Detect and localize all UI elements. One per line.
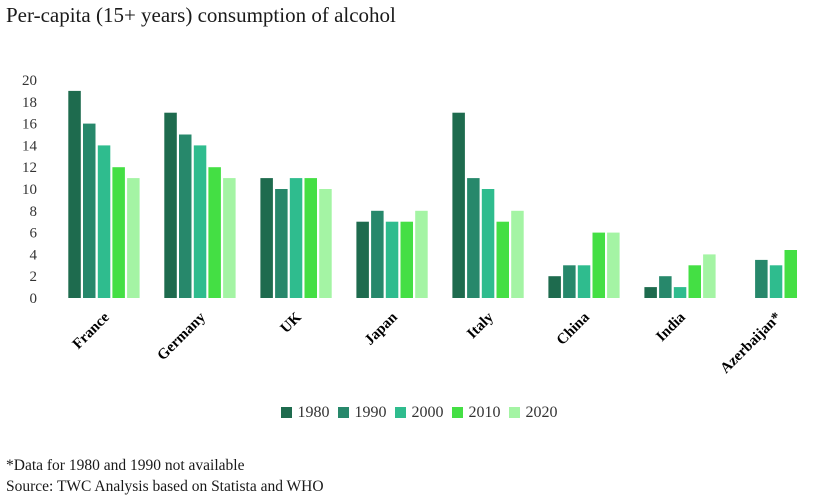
x-category-label: India [653, 309, 689, 345]
x-category-label: France [70, 309, 113, 352]
y-tick-label: 18 [22, 95, 37, 111]
bar-2000-4 [481, 189, 495, 298]
bar-1990-1 [179, 134, 192, 298]
y-tick-label: 20 [22, 73, 37, 89]
y-tick-label: 2 [30, 269, 38, 285]
y-tick-label: 14 [22, 138, 38, 154]
legend-label: 1990 [354, 404, 387, 421]
bar-2000-3 [385, 221, 399, 298]
bar-2000-7 [769, 265, 783, 298]
legend-item-1990: 1990 [337, 404, 387, 422]
bar-2010-6 [688, 265, 701, 298]
legend-swatch [394, 407, 406, 418]
y-tick-label: 16 [22, 117, 38, 133]
bar-1990-0 [83, 123, 96, 298]
bar-1990-6 [659, 276, 672, 298]
legend-swatch [451, 407, 463, 418]
bar-2000-2 [289, 178, 303, 298]
y-tick-label: 4 [30, 247, 38, 263]
bar-2020-0 [127, 178, 140, 298]
bar-2010-2 [304, 178, 317, 298]
bar-2020-6 [703, 254, 716, 298]
bar-chart: 0 2 4 6 8 10 12 14 16 18 20 France Germany UK Japan It… [22, 73, 797, 377]
bar-2010-1 [208, 167, 221, 298]
x-category-label: Japan [362, 309, 401, 348]
legend-item-1980: 1980 [280, 404, 330, 422]
bar-2020-4 [511, 210, 524, 298]
footnote-source: Source: TWC Analysis based on Statista a… [6, 478, 324, 495]
bar-2010-5 [592, 232, 605, 298]
bar-2010-7 [784, 250, 797, 298]
legend-label: 1980 [297, 404, 330, 421]
bar-1980-6 [644, 287, 657, 298]
y-axis: 0 2 4 6 8 10 12 14 16 18 20 [22, 73, 38, 307]
legend-item-2020: 2020 [508, 404, 558, 422]
bar-2000-5 [577, 265, 591, 298]
bar-2000-0 [97, 145, 111, 298]
bar-1990-4 [467, 178, 480, 298]
bar-2020-2 [319, 189, 332, 298]
y-tick-label: 6 [30, 226, 38, 242]
x-category-label: Germany [155, 309, 210, 364]
bar-1980-2 [260, 178, 273, 298]
x-category-label: Italy [464, 309, 497, 342]
bar-1980-1 [164, 112, 177, 298]
x-category-label: UK [278, 309, 305, 336]
legend: 1980 1990 2000 2010 2020 [0, 404, 838, 422]
y-tick-label: 8 [30, 204, 38, 220]
bar-1980-3 [356, 221, 369, 298]
bar-2010-0 [112, 167, 125, 298]
legend-item-2000: 2000 [394, 404, 444, 422]
legend-label: 2010 [468, 404, 501, 421]
bar-2010-4 [496, 221, 509, 298]
bar-1980-4 [452, 112, 465, 298]
bar-2020-5 [607, 232, 620, 298]
bar-1990-5 [563, 265, 576, 298]
legend-item-2010: 2010 [451, 404, 501, 422]
legend-label: 2000 [411, 404, 444, 421]
chart-title: Per-capita (15+ years) consumption of al… [6, 3, 396, 27]
bar-2020-3 [415, 210, 428, 298]
bar-2020-1 [223, 178, 236, 298]
bar-2010-3 [400, 221, 413, 298]
footnote-availability: *Data for 1980 and 1990 not available [6, 457, 245, 474]
bar-2000-1 [193, 145, 207, 298]
bar-1990-3 [371, 210, 384, 298]
legend-swatch [280, 407, 292, 418]
bar-2000-6 [673, 287, 687, 298]
legend-swatch [508, 407, 520, 418]
bar-1980-0 [68, 90, 81, 299]
legend-swatch [337, 407, 349, 418]
x-category-label: China [554, 309, 593, 348]
y-tick-label: 10 [22, 182, 37, 198]
y-tick-label: 0 [30, 291, 38, 307]
x-axis: France Germany UK Japan Italy China India Azerb… [70, 309, 785, 377]
legend-label: 2020 [525, 404, 558, 421]
y-tick-label: 12 [22, 160, 37, 176]
footnotes: *Data for 1980 and 1990 not available So… [6, 455, 324, 497]
bar-1990-2 [275, 189, 288, 298]
bars [68, 90, 797, 299]
x-category-label: Azerbaijan* [718, 310, 785, 377]
bar-1980-5 [548, 276, 561, 298]
bar-1990-7 [755, 259, 768, 298]
